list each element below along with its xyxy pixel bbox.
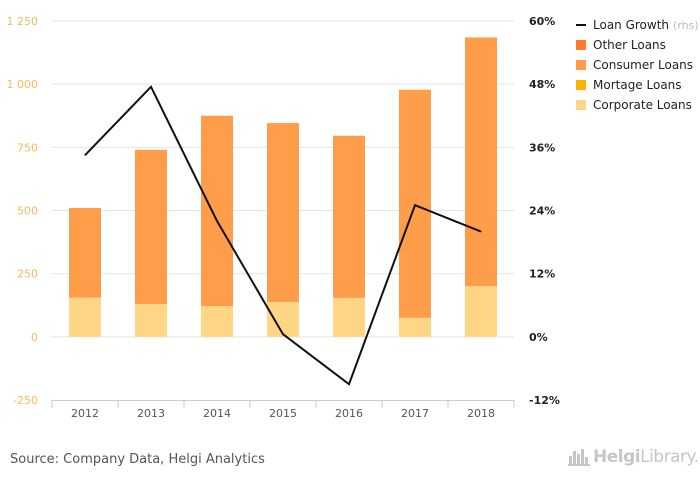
loan-growth-point-2014	[216, 220, 218, 222]
bar-corporate-loans-2016	[333, 297, 365, 337]
x-tick-label-2012: 2012	[71, 407, 99, 420]
y-left-tick-label: 1 000	[7, 78, 39, 91]
y-left-tick-label: 250	[17, 268, 38, 281]
y-left-tick-label: -250	[13, 394, 38, 407]
y-left-tick-label: 500	[17, 205, 38, 218]
bar-consumer-loans-2014	[201, 115, 233, 307]
y-right-tick-label: 24%	[529, 205, 555, 218]
bar-consumer-loans-2015	[267, 123, 299, 302]
loan-growth-line-group	[84, 85, 482, 386]
bar-corporate-loans-2018	[465, 286, 497, 337]
legend-item-mortage-loans: Mortage Loans	[576, 78, 682, 92]
loan-growth-point-2017	[414, 204, 416, 206]
loan-growth-point-2013	[150, 86, 152, 88]
city-skyline-icon	[568, 449, 590, 466]
source-note: Source: Company Data, Helgi Analytics	[10, 452, 265, 467]
bar-consumer-loans-2018	[465, 37, 497, 287]
bar-consumer-loans-2013	[135, 149, 167, 304]
y-right-tick-label: 60%	[529, 15, 555, 28]
legend-label: Mortage Loans	[593, 78, 682, 92]
axes: 2012 2013 2014 2015 2016 2017 2018 -250 0 250 500 7…	[7, 15, 560, 420]
legend-swatch	[576, 40, 586, 50]
legend-label: Other Loans	[593, 38, 666, 52]
legend-item-other-loans: Other Loans	[576, 38, 666, 52]
bar-corporate-loans-2014	[201, 306, 233, 337]
legend-swatch	[576, 60, 586, 70]
bar-corporate-loans-2013	[135, 303, 167, 337]
helgi-library-logo: HelgiLibrary.	[568, 447, 699, 467]
y-right-tick-label: 36%	[529, 141, 555, 154]
bar-corporate-loans-2015	[267, 301, 299, 337]
legend-label: Loan Growth (rhs)	[593, 18, 699, 32]
x-tick-label-2016: 2016	[335, 407, 363, 420]
y-right-tick-label: 12%	[529, 268, 555, 281]
bar-consumer-loans-2016	[333, 135, 365, 298]
x-tick-label-2014: 2014	[203, 407, 231, 420]
bar-consumer-loans-2017	[399, 89, 431, 318]
y-right-tick-label: 48%	[529, 78, 555, 91]
x-tick-label-2018: 2018	[467, 407, 495, 420]
x-tick-label-2017: 2017	[401, 407, 429, 420]
logo-text: HelgiLibrary.	[593, 447, 699, 467]
legend: Loan Growth (rhs) Other Loans Consumer Loan…	[576, 18, 699, 112]
legend-swatch	[576, 80, 586, 90]
x-tick-label-2013: 2013	[137, 407, 165, 420]
legend-item-corporate-loans: Corporate Loans	[576, 98, 692, 112]
loan-growth-point-2018	[480, 231, 482, 233]
y-left-tick-label: 0	[31, 331, 38, 344]
y-left-tick-label: 750	[17, 141, 38, 154]
legend-item-loan-growth: Loan Growth (rhs)	[576, 18, 699, 32]
x-tick-label-2015: 2015	[269, 407, 297, 420]
bar-corporate-loans-2017	[399, 317, 431, 337]
y-right-tick-label: -12%	[529, 394, 560, 407]
bar-consumer-loans-2012	[69, 207, 101, 298]
loan-growth-point-2012	[84, 154, 86, 156]
legend-swatch	[576, 100, 586, 110]
y-right-tick-label: 0%	[529, 331, 548, 344]
bar-corporate-loans-2012	[69, 297, 101, 337]
bars	[69, 37, 497, 337]
loan-growth-point-2016	[348, 383, 350, 385]
legend-label: Consumer Loans	[593, 58, 693, 72]
legend-label: Corporate Loans	[593, 98, 692, 112]
legend-item-consumer-loans: Consumer Loans	[576, 58, 693, 72]
loan-growth-point-2015	[282, 333, 284, 335]
y-left-tick-label: 1 250	[7, 15, 39, 28]
